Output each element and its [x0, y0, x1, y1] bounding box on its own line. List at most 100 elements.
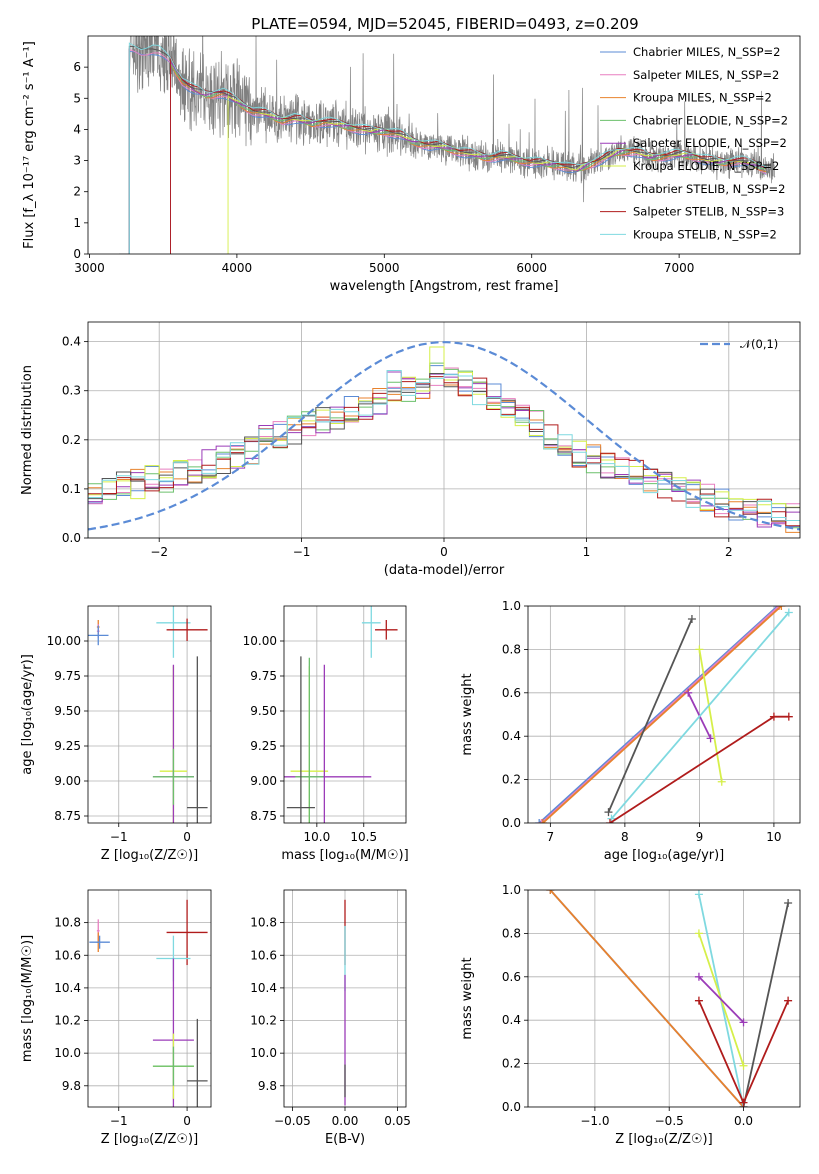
y-tick-label: 9.50	[54, 704, 81, 718]
plot-area	[88, 606, 211, 823]
weight-marker-kroupa_stelib	[694, 890, 703, 899]
x-tick-label: −1.0	[580, 1114, 609, 1128]
y-axis-label: mass [log₁₀(M/M☉)]	[20, 935, 35, 1062]
model-line-kroupa_stelib	[128, 42, 767, 254]
x-axis-label: E(B-V)	[325, 1132, 365, 1147]
plot-area	[528, 606, 800, 823]
legend-entry-salpeter_elodie: Salpeter ELODIE, N_SSP=2	[633, 136, 787, 150]
y-axis-label: Flux [f_λ 10⁻¹⁷ erg cm⁻² s⁻¹ A⁻¹]	[22, 41, 37, 249]
y-tick-label: 9.50	[250, 704, 277, 718]
x-tick-label: 10.0	[303, 830, 330, 844]
x-axis-label: mass [log₁₀(M/M☉)]	[281, 848, 408, 863]
y-tick-label: 10.2	[54, 1014, 81, 1028]
y-tick-label: 9.25	[250, 739, 277, 753]
weight-marker-salpeter_stelib	[784, 996, 793, 1005]
weight-marker-salpeter_stelib	[739, 1098, 748, 1107]
y-tick-label: 10.0	[250, 1046, 277, 1060]
panel-mass_vs_ebv: −0.05 0.00 0.05 9.8 10.0 10.2 10.4 10.6 10.8 E(B-…	[250, 889, 411, 1147]
weight-marker-salpeter_stelib	[769, 712, 778, 721]
panel-residuals: −2 −1 0 1 2 0.0 0.1 0.2 0.3 0.4 (data-model)/error…	[20, 321, 801, 578]
model-line-salpeter_stelib	[170, 56, 767, 254]
histogram-kroupa_stelib	[88, 369, 800, 538]
x-tick-label: 6000	[516, 261, 547, 275]
y-tick-label: 1.0	[502, 883, 521, 897]
y-tick-label: 8.75	[250, 809, 277, 823]
x-tick-label: 5000	[369, 261, 400, 275]
y-tick-label: 9.75	[54, 669, 81, 683]
legend-entry-normal: 𝒩(0,1)	[740, 337, 778, 351]
y-tick-label: 10.8	[54, 916, 81, 930]
x-axis-label: Z [log₁₀(Z/Z☉)]	[615, 1132, 712, 1147]
axes-frame	[527, 605, 801, 824]
weight-marker-salpeter_elodie	[706, 734, 715, 743]
weight-marker-kroupa_stelib	[784, 608, 793, 617]
x-tick-label: 7	[547, 830, 555, 844]
axes-frame	[87, 321, 801, 539]
weight-marker-chabrier_stelib	[604, 808, 613, 817]
weight-marker-salpeter_elodie	[694, 972, 703, 981]
y-tick-label: 0.0	[62, 531, 81, 545]
weight-line-kroupa_miles	[549, 890, 745, 1107]
x-axis-label: wavelength [Angstrom, rest frame]	[330, 279, 559, 294]
weight-marker-chabrier_miles	[535, 819, 544, 823]
y-tick-label: 10.00	[243, 634, 277, 648]
model-line-kroupa_elodie	[227, 95, 765, 254]
y-axis-label: Normed distribution	[20, 365, 35, 495]
plot-area	[528, 890, 800, 1107]
y-tick-label: 10.4	[54, 981, 81, 995]
y-axis-label: age [log₁₀(age/yr)]	[20, 654, 35, 775]
weight-marker-salpeter_stelib	[694, 996, 703, 1005]
x-tick-label: 0	[183, 830, 191, 844]
weight-marker-kroupa_elodie	[739, 1061, 748, 1070]
weight-marker-salpeter_elodie	[684, 688, 693, 697]
x-tick-label: 3000	[74, 261, 105, 275]
y-tick-label: 0.3	[62, 384, 81, 398]
x-tick-label: −0.5	[655, 1114, 684, 1128]
plot-area	[88, 322, 800, 538]
x-tick-label: 0	[440, 545, 448, 559]
weight-marker-kroupa_elodie	[694, 929, 703, 938]
y-tick-label: 0.2	[62, 433, 81, 447]
y-tick-label: 9.75	[250, 669, 277, 683]
weight-line-kroupa_elodie	[698, 649, 723, 782]
y-tick-label: 6	[73, 60, 81, 74]
y-tick-label: 1.0	[502, 599, 521, 613]
y-tick-label: 4	[73, 122, 81, 136]
axes-frame	[87, 889, 212, 1108]
axes-frame	[527, 889, 801, 1108]
axes-frame	[283, 889, 407, 1108]
y-tick-label: 5	[73, 91, 81, 105]
legend-entry-kroupa_miles: Kroupa MILES, N_SSP=2	[633, 91, 772, 105]
y-tick-label: 9.00	[250, 774, 277, 788]
x-tick-label: 10.5	[350, 830, 377, 844]
axes-frame	[87, 35, 801, 255]
y-tick-label: 3	[73, 154, 81, 168]
x-tick-label: −1	[110, 830, 128, 844]
histogram-chabrier_stelib	[88, 372, 800, 538]
x-tick-label: 0.0	[734, 1114, 753, 1128]
y-tick-label: 10.6	[250, 948, 277, 962]
x-tick-label: 8	[621, 830, 629, 844]
weight-marker-chabrier_stelib	[784, 899, 793, 908]
plot-area	[284, 606, 406, 823]
plot-area	[284, 890, 406, 1107]
y-tick-label: 0.6	[502, 686, 521, 700]
y-tick-label: 0.0	[502, 1100, 521, 1114]
axes-frame	[87, 605, 212, 824]
x-tick-label: 4000	[222, 261, 253, 275]
weight-marker-salpeter_stelib	[605, 819, 614, 823]
axes-frame	[283, 605, 407, 824]
y-tick-label: 9.8	[62, 1079, 81, 1093]
x-tick-label: 0.00	[332, 1114, 359, 1128]
y-axis-label: mass weight	[460, 673, 475, 755]
weight-line-chabrier_stelib	[742, 902, 789, 1107]
x-axis-label: Z [log₁₀(Z/Z☉)]	[101, 1132, 198, 1147]
x-tick-label: 1	[583, 545, 591, 559]
legend-entry-kroupa_elodie: Kroupa ELODIE, N_SSP=2	[633, 159, 779, 173]
x-tick-label: 10	[766, 830, 781, 844]
y-tick-label: 9.00	[54, 774, 81, 788]
y-tick-label: 10.0	[54, 1046, 81, 1060]
legend-entry-kroupa_stelib: Kroupa STELIB, N_SSP=2	[633, 227, 777, 241]
